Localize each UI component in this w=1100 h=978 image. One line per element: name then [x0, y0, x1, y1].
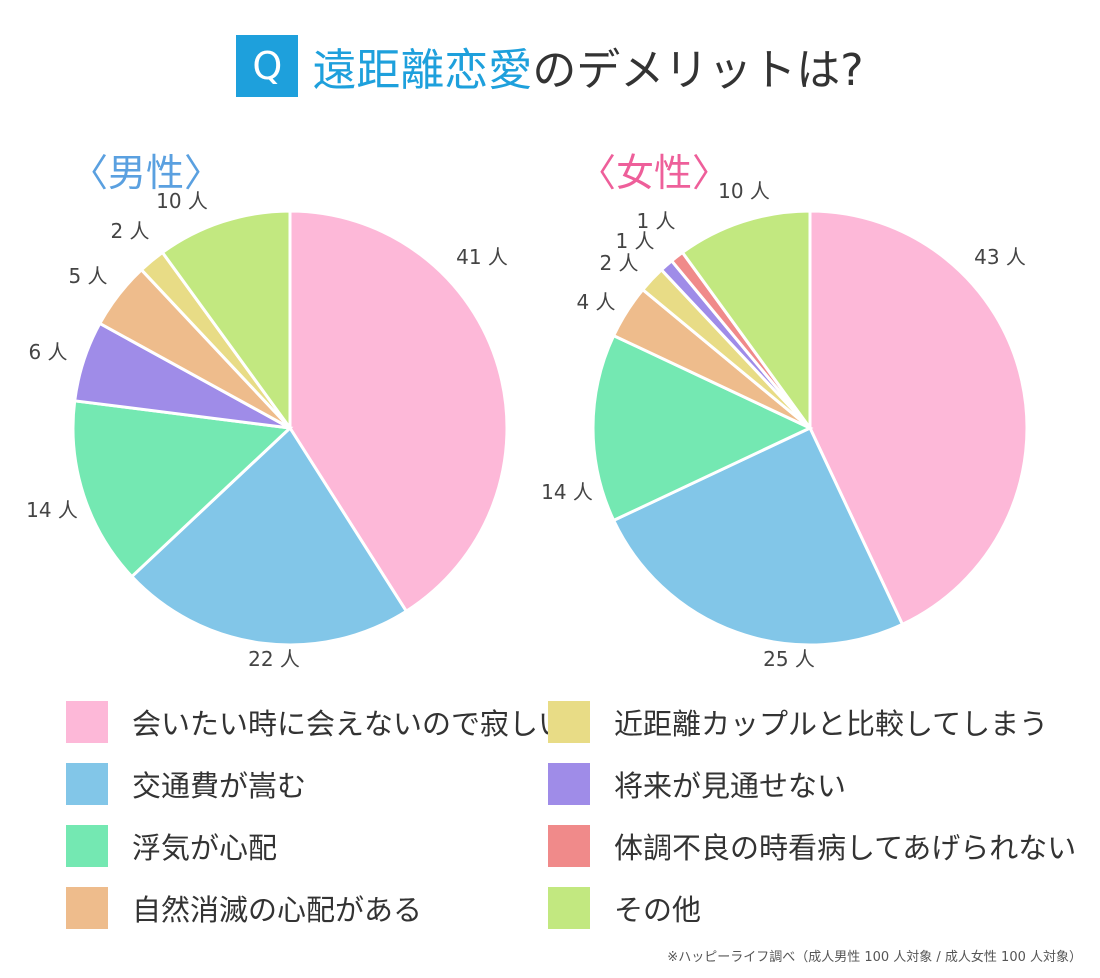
male-label-transport-cost: 22 人	[248, 647, 300, 671]
source-footnote: ※ハッピーライフ調べ（成人男性 100 人対象 / 成人女性 100 人対象）	[667, 950, 1082, 965]
legend-swatch-fade-out	[66, 887, 108, 929]
legend-item-other: その他	[548, 886, 701, 930]
female-slice-lonely	[808, 209, 1029, 627]
legend-item-transport-cost: 交通費が嵩む	[66, 762, 306, 806]
male-slice-transport-cost	[129, 425, 409, 647]
female-label-fade-out: 4 人	[576, 290, 615, 314]
male-label-future: 6 人	[28, 340, 67, 364]
legend-label-cheating: 浮気が心配	[132, 831, 278, 865]
legend-swatch-lonely	[66, 701, 108, 743]
legend-label-comparison: 近距離カップルと比較してしまう	[614, 707, 1049, 741]
female-label-other: 10 人	[718, 179, 770, 203]
legend-swatch-transport-cost	[66, 763, 108, 805]
male-slice-cheating	[71, 399, 294, 579]
pie-charts: 41 人22 人14 人6 人5 人2 人10 人43 人25 人14 人4 人…	[26, 179, 1029, 671]
legend-label-caregiving: 体調不良の時看病してあげられない	[614, 831, 1077, 865]
legend-item-comparison: 近距離カップルと比較してしまう	[548, 700, 1048, 744]
legend-swatch-cheating	[66, 825, 108, 867]
female-label-future: 1 人	[615, 229, 654, 253]
legend-swatch-other	[548, 887, 590, 929]
question-badge: Q	[236, 35, 299, 97]
female-label-comparison: 2 人	[599, 251, 638, 275]
legend-label-future: 将来が見通せない	[614, 769, 847, 803]
chart-title: Q 遠距離恋愛のデメリットは?	[0, 34, 1100, 98]
legend-item-caregiving: 体調不良の時看病してあげられない	[548, 824, 1076, 868]
female-label-caregiving: 1 人	[636, 209, 675, 233]
male-slice-other	[160, 209, 292, 433]
legend-swatch-caregiving	[548, 825, 590, 867]
female-chart-heading: 〈女性〉	[578, 151, 731, 195]
male-label-comparison: 2 人	[110, 219, 149, 243]
female-label-cheating: 14 人	[541, 480, 593, 504]
legend-item-lonely: 会いたい時に会えないので寂しい	[66, 700, 567, 744]
legend-swatch-future	[548, 763, 590, 805]
female-label-lonely: 43 人	[974, 245, 1026, 269]
title-accent: 遠距離恋愛	[312, 45, 533, 96]
male-label-cheating: 14 人	[26, 498, 78, 522]
title-text: 遠距離恋愛のデメリットは?	[312, 34, 863, 98]
male-label-other: 10 人	[156, 189, 208, 213]
male-chart-heading: 〈男性〉	[70, 151, 223, 195]
female-slice-other	[680, 209, 812, 433]
legend-label-other: その他	[614, 893, 702, 927]
legend-label-fade-out: 自然消滅の心配がある	[132, 893, 423, 927]
legend-label-transport-cost: 交通費が嵩む	[132, 769, 307, 803]
legend-item-future: 将来が見通せない	[548, 762, 846, 806]
male-label-lonely: 41 人	[456, 245, 508, 269]
legend-item-cheating: 浮気が心配	[66, 824, 277, 868]
female-label-transport-cost: 25 人	[763, 647, 815, 671]
male-label-fade-out: 5 人	[68, 264, 107, 288]
legend-label-lonely: 会いたい時に会えないので寂しい	[132, 707, 568, 741]
legend-item-fade-out: 自然消滅の心配がある	[66, 886, 422, 930]
female-slice-transport-cost	[611, 426, 905, 647]
legend-swatch-comparison	[548, 701, 590, 743]
female-slice-cheating	[591, 333, 814, 523]
title-rest: のデメリットは?	[532, 45, 864, 96]
